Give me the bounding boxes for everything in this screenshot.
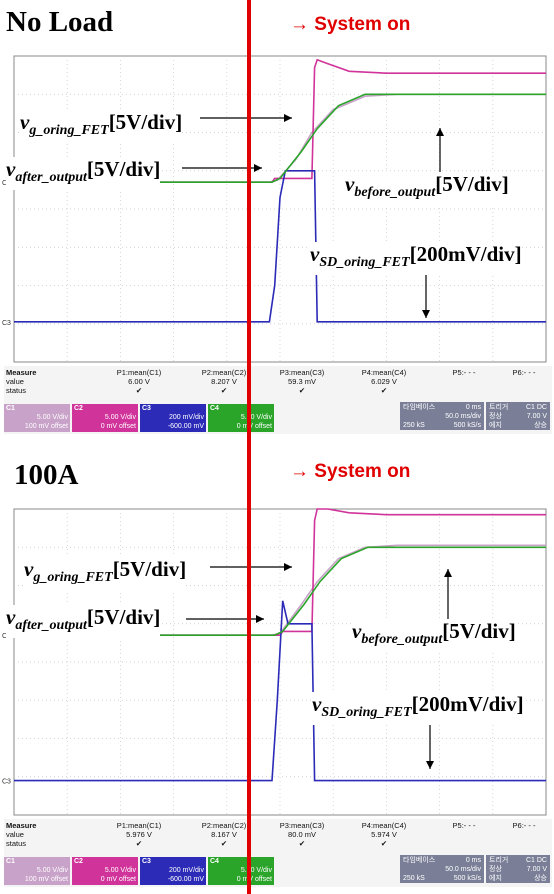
panel-100a: 100A → System on C2C3 vg_oring_FET[5V/di… (0, 447, 554, 894)
param-name: P3:mean(C3) (279, 821, 325, 830)
arrow-head (436, 128, 444, 136)
arrow-head (256, 615, 264, 623)
trace-c4 (14, 546, 546, 636)
param-name: P3:mean(C3) (279, 368, 325, 377)
param-value: 8.207 V (211, 377, 237, 386)
param-name: P1:mean(C1) (116, 368, 162, 377)
measure-header: Measure (6, 368, 37, 377)
arrow-head (426, 761, 434, 769)
param-name: P5:- - - (452, 368, 476, 377)
annotation-vg: vg_oring_FET[5V/div] (24, 557, 187, 591)
arrow-head (422, 310, 430, 318)
trace-c4 (14, 93, 546, 183)
annotation-vafter: vafter_output[5V/div] (6, 605, 161, 639)
param-value: 5.974 V (371, 830, 397, 839)
measure-panel: Measure value status P1:mean(C1) 6.00 V … (4, 366, 552, 434)
annotation-vafter: vafter_output[5V/div] (6, 157, 161, 191)
param-name: P2:mean(C2) (201, 368, 247, 377)
annotation-vbefore: vbefore_output[5V/div] (352, 619, 516, 653)
panel-title: 100A (14, 459, 79, 491)
param-value: 6.029 V (371, 377, 397, 386)
scope-plot: C2C3 (2, 508, 547, 816)
channel-c1-box[interactable]: C1 5.00 V/div 100 mV offset (4, 857, 70, 885)
measure-header: Measure (6, 821, 37, 830)
channel-c3-box[interactable]: C3 200 mV/div -600.00 mV (140, 404, 206, 432)
channel-c3-box[interactable]: C3 200 mV/div -600.00 mV (140, 857, 206, 885)
panel-no-load: No Load → System on C2C3 vg_oring_FET[5V… (2, 6, 552, 434)
panel-title: No Load (6, 6, 114, 38)
param-value: 5.976 V (126, 830, 152, 839)
measure-row-status: status (6, 839, 27, 848)
param-status: ✔ (135, 839, 143, 848)
param-name: P4:mean(C4) (361, 368, 407, 377)
param-status: ✔ (220, 386, 228, 395)
trigger-box[interactable]: 트리거 C1 DC 정상 7.00 V 에지 상승 (486, 855, 550, 883)
param-name: P4:mean(C4) (361, 821, 407, 830)
trace-c2 (14, 58, 546, 183)
param-status: ✔ (380, 386, 388, 395)
param-name: P6:- - - (512, 368, 536, 377)
channel-c4-box[interactable]: C4 5.00 V/div 0 mV offset (208, 404, 274, 432)
system-on-marker-line (247, 0, 251, 894)
channel-marker: C3 (2, 320, 11, 327)
param-value: 6.00 V (128, 377, 150, 386)
measure-row-status: status (6, 386, 27, 395)
param-name: P5:- - - (452, 821, 476, 830)
arrow-head (444, 569, 452, 577)
param-status: ✔ (298, 839, 306, 848)
timebase-box[interactable]: 타임베이스 0 ms 50.0 ms/div 250 kS 500 kS/s (400, 402, 484, 430)
measure-panel: Measure value status P1:mean(C1) 5.976 V… (4, 819, 552, 887)
param-name: P2:mean(C2) (201, 821, 247, 830)
param-value: 59.3 mV (288, 377, 316, 386)
channel-c1-box[interactable]: C1 5.00 V/div 100 mV offset (4, 404, 70, 432)
param-status: ✔ (220, 839, 228, 848)
timebase-box[interactable]: 타임베이스 0 ms 50.0 ms/div 250 kS 500 kS/s (400, 855, 484, 883)
arrow-head (254, 164, 262, 172)
system-on-label: → System on (290, 14, 411, 35)
param-name: P1:mean(C1) (116, 821, 162, 830)
annotation-vg: vg_oring_FET[5V/div] (20, 110, 183, 144)
annotation-vsd: vSD_oring_FET[200mV/div] (312, 692, 524, 726)
measure-row-value: value (6, 377, 24, 386)
channel-c4-box[interactable]: C4 5.00 V/div 0 mV offset (208, 857, 274, 885)
annotation-vbefore: vbefore_output[5V/div] (345, 172, 509, 206)
param-status: ✔ (380, 839, 388, 848)
annotation-vsd: vSD_oring_FET[200mV/div] (310, 242, 522, 276)
arrow-head (284, 563, 292, 571)
param-status: ✔ (135, 386, 143, 395)
measure-row-value: value (6, 830, 24, 839)
param-value: 8.167 V (211, 830, 237, 839)
channel-c2-box[interactable]: C2 5.00 V/div 0 mV offset (72, 404, 138, 432)
param-value: 80.0 mV (288, 830, 316, 839)
channel-marker: C3 (2, 779, 11, 786)
channel-c2-box[interactable]: C2 5.00 V/div 0 mV offset (72, 857, 138, 885)
arrow-head (284, 114, 292, 122)
trigger-box[interactable]: 트리거 C1 DC 정상 7.00 V 에지 상승 (486, 402, 550, 430)
param-name: P6:- - - (512, 821, 536, 830)
system-on-label: → System on (290, 461, 411, 482)
param-status: ✔ (298, 386, 306, 395)
